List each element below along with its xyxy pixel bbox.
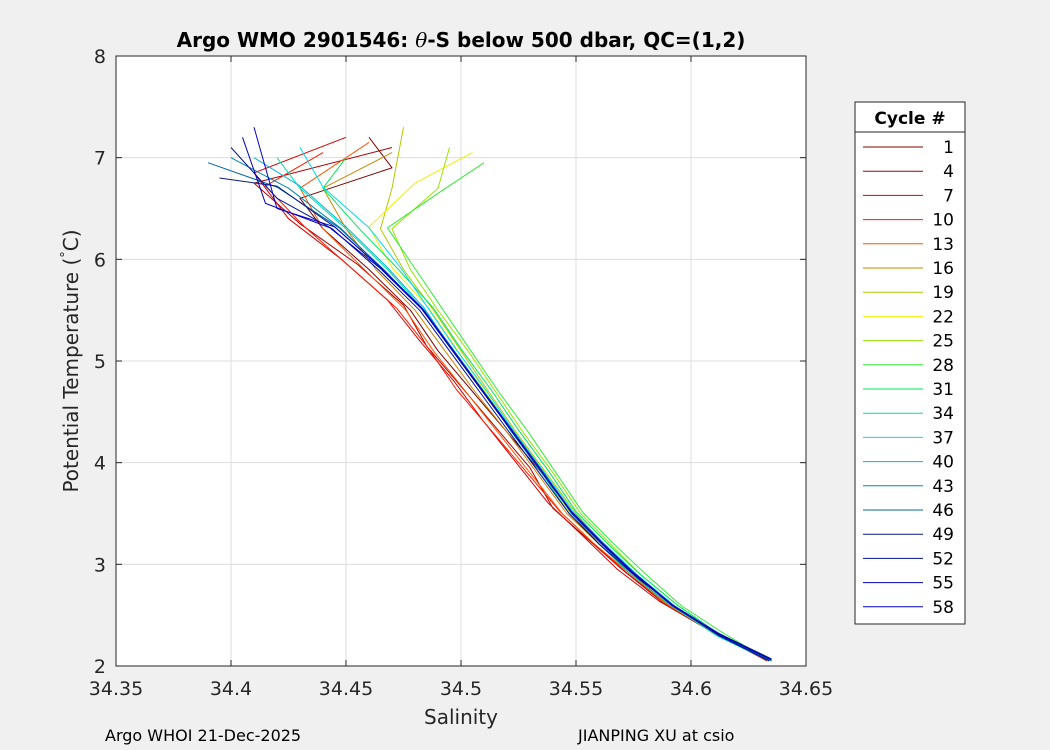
- legend-label: 34: [932, 404, 954, 424]
- x-tick-label: 34.6: [670, 678, 712, 700]
- series-line-cycle-4: [253, 147, 770, 661]
- legend-label: 10: [932, 211, 954, 231]
- legend-label: 43: [932, 477, 954, 497]
- legend-label: 28: [932, 356, 954, 376]
- legend-label: 4: [943, 162, 954, 182]
- legend-label: 25: [932, 332, 954, 352]
- title-prefix: Argo WMO 2901546:: [177, 28, 416, 52]
- series-line-cycle-16: [322, 152, 770, 662]
- legend-label: 40: [932, 453, 954, 473]
- legend-label: 31: [932, 380, 954, 400]
- y-tick-label: 7: [94, 148, 106, 170]
- x-tick-label: 34.35: [89, 678, 143, 700]
- y-tick-label: 8: [94, 46, 106, 68]
- legend-title: Cycle #: [874, 109, 945, 129]
- y-label-end: C): [59, 229, 83, 251]
- series-group: [207, 127, 772, 662]
- series-line-cycle-28: [386, 162, 770, 661]
- x-tick-label: 34.5: [440, 678, 482, 700]
- legend-label: 58: [932, 598, 954, 618]
- y-tick-label: 6: [94, 249, 106, 271]
- footer-right-credit: JIANPING XU at csio: [578, 726, 735, 745]
- y-axis-label: Potential Temperature (°C): [59, 229, 83, 492]
- footer-left-credit: Argo WHOI 21-Dec-2025: [105, 726, 302, 745]
- legend-label: 37: [932, 428, 954, 448]
- y-label-degree: °: [59, 251, 74, 258]
- legend-label: 19: [932, 283, 954, 303]
- series-line-cycle-37: [299, 147, 772, 661]
- x-tick-label: 34.65: [779, 678, 833, 700]
- series-line-cycle-31: [322, 157, 772, 660]
- title-symbol: θ: [415, 28, 427, 52]
- legend-label: 1: [943, 138, 954, 158]
- title-suffix: -S below 500 dbar, QC=(1,2): [427, 28, 745, 52]
- series-line-cycle-58: [253, 127, 770, 660]
- y-tick-label: 4: [94, 453, 106, 475]
- legend-label: 16: [932, 259, 954, 279]
- series-line-cycle-34: [276, 157, 770, 662]
- y-tick-label: 3: [94, 554, 106, 576]
- x-tick-label: 34.55: [549, 678, 603, 700]
- legend-label: 52: [932, 549, 954, 569]
- legend-label: 22: [932, 307, 954, 327]
- x-tick-label: 34.45: [319, 678, 373, 700]
- chart-title: Argo WMO 2901546: θ-S below 500 dbar, QC…: [177, 28, 746, 52]
- series-line-cycle-55: [242, 137, 772, 661]
- y-tick-label: 2: [94, 656, 106, 678]
- legend-label: 7: [943, 186, 954, 206]
- y-label-main: Potential Temperature (: [59, 258, 83, 493]
- x-tick-label: 34.4: [210, 678, 252, 700]
- legend-label: 55: [932, 574, 954, 594]
- legend-label: 13: [932, 235, 954, 255]
- legend-box: [854, 101, 966, 625]
- x-axis-label: Salinity: [424, 705, 498, 729]
- legend-label: 46: [932, 501, 954, 521]
- ticks: 34.35 34.4 34.45 34.5 34.55 34.6 34.65 2 3 4 5 6 7 8: [89, 46, 833, 700]
- legend: Cycle # 1 4 7 10 13 16 19 22 25 28 31 34 37 40 43 46 49 52…: [854, 101, 966, 625]
- legend-label: 49: [932, 525, 954, 545]
- y-tick-label: 5: [94, 351, 106, 373]
